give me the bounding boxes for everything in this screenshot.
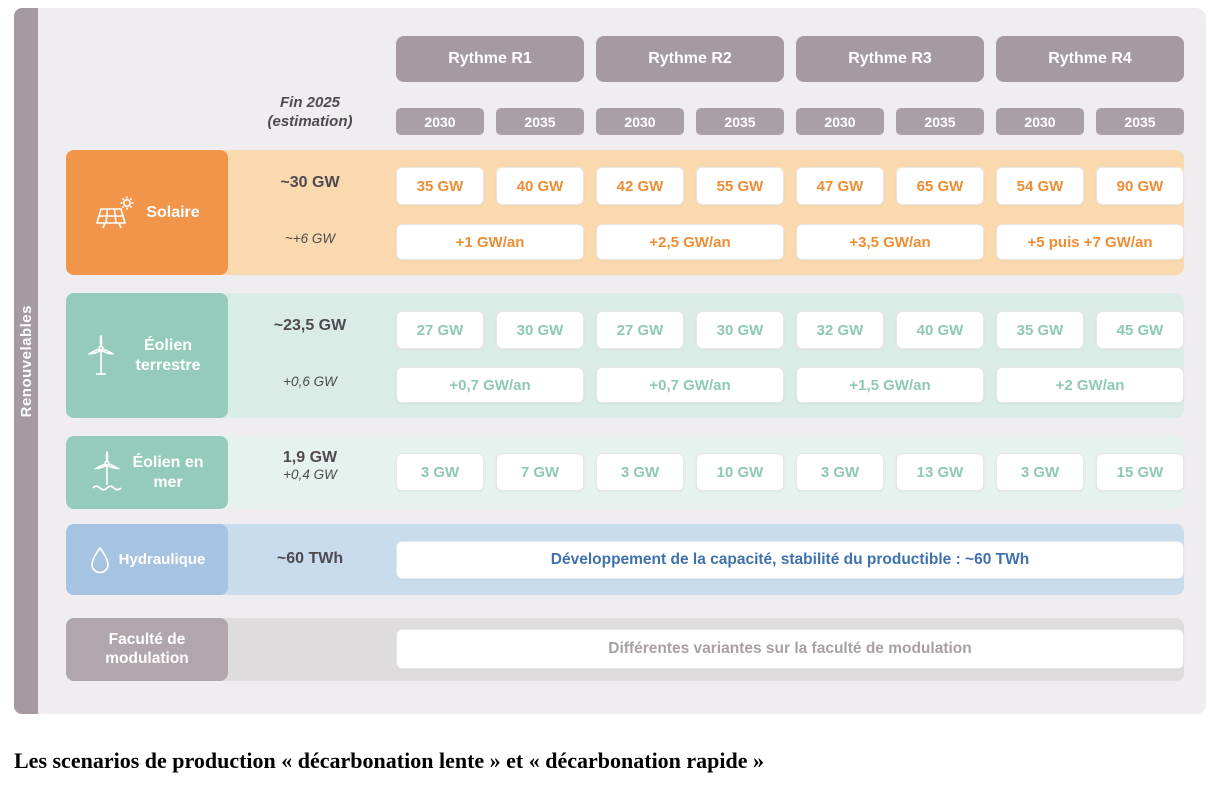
eolien-terrestre-r2-2030-value: 27 GW: [596, 311, 684, 349]
eolien-terrestre-row-label: Éolien terrestre: [66, 293, 228, 418]
fin-2025-header: Fin 2025 (estimation): [238, 94, 382, 132]
solaire-r3-2035-value: 65 GW: [896, 167, 984, 205]
year-header-2030: 2030: [396, 108, 484, 135]
modulation-row-label: Faculté de modulation: [66, 618, 228, 681]
solaire-r3-2030-value: 47 GW: [796, 167, 884, 205]
year-header-2030: 2030: [796, 108, 884, 135]
modulation-note: Différentes variantes sur la faculté de …: [396, 629, 1184, 669]
solaire-r1-rate: +1 GW/an: [396, 224, 584, 260]
eolien-terrestre-fin-2025-value: ~23,5 GW: [273, 317, 347, 334]
rythme-r2-header: Rythme R2: [596, 36, 784, 82]
year-header-2035: 2035: [1096, 108, 1184, 135]
solaire-label-text: Solaire: [146, 203, 200, 221]
eolien-mer-r2-2030-value: 3 GW: [596, 453, 684, 491]
eolien-mer-r2-2035-value: 10 GW: [696, 453, 784, 491]
eolien-mer-r4-2035-value: 15 GW: [1096, 453, 1184, 491]
offshore-wind-icon: [90, 450, 124, 495]
year-header-2035: 2035: [696, 108, 784, 135]
eolien-mer-label-text: Éolien en mer: [132, 454, 204, 491]
eolien-mer-r1-2030-value: 3 GW: [396, 453, 484, 491]
solar-panel-icon: [94, 195, 138, 231]
year-header-2035: 2035: [896, 108, 984, 135]
rythme-r3-header: Rythme R3: [796, 36, 984, 82]
fin-2025-line1: Fin 2025: [279, 94, 341, 111]
rythme-r4-header: Rythme R4: [996, 36, 1184, 82]
modulation-label-text: Faculté de modulation: [105, 630, 189, 667]
eolien-terrestre-r2-rate: +0,7 GW/an: [596, 367, 784, 403]
eolien-mer-r1-2035-value: 7 GW: [496, 453, 584, 491]
eolien-terrestre-r4-2030-value: 35 GW: [996, 311, 1084, 349]
eolien-terrestre-fin-2025-trend: +0,6 GW: [283, 374, 337, 389]
eolien-mer-fin-2025: 1,9 GW +0,4 GW: [238, 449, 382, 482]
eolien-terrestre-r2-2035-value: 30 GW: [696, 311, 784, 349]
solaire-r4-2030-value: 54 GW: [996, 167, 1084, 205]
eolien-mer-fin-2025-value: 1,9 GW: [282, 449, 338, 466]
year-header-2030: 2030: [596, 108, 684, 135]
eolien-mer-r3-2030-value: 3 GW: [796, 453, 884, 491]
solaire-r2-2030-value: 42 GW: [596, 167, 684, 205]
solaire-r1-2035-value: 40 GW: [496, 167, 584, 205]
rythme-r1-header: Rythme R1: [396, 36, 584, 82]
solaire-r2-rate: +2,5 GW/an: [596, 224, 784, 260]
wind-turbine-icon: [84, 334, 118, 378]
eolien-mer-row-label: Éolien en mer: [66, 436, 228, 509]
eolien-mer-r4-2030-value: 3 GW: [996, 453, 1084, 491]
sidebar-label: Renouvelables: [17, 304, 35, 418]
eolien-terrestre-r1-rate: +0,7 GW/an: [396, 367, 584, 403]
solaire-r3-rate: +3,5 GW/an: [796, 224, 984, 260]
solaire-r2-2035-value: 55 GW: [696, 167, 784, 205]
fin-2025-line2: (estimation): [267, 112, 353, 130]
solaire-fin-2025-value: ~30 GW: [280, 174, 340, 191]
eolien-terrestre-r3-rate: +1,5 GW/an: [796, 367, 984, 403]
water-drop-icon: [89, 545, 111, 575]
eolien-terrestre-r3-2030-value: 32 GW: [796, 311, 884, 349]
hydraulique-fin-2025-value: ~60 TWh: [276, 550, 344, 567]
eolien-mer-fin-2025-trend: +0,4 GW: [283, 467, 337, 482]
solaire-fin-2025-trend: ~+6 GW: [284, 231, 336, 246]
hydraulique-label-text: Hydraulique: [118, 550, 206, 568]
eolien-terrestre-r4-2035-value: 45 GW: [1096, 311, 1184, 349]
year-header-2035: 2035: [496, 108, 584, 135]
eolien-terrestre-r1-2030-value: 27 GW: [396, 311, 484, 349]
hydraulique-row-label: Hydraulique: [66, 524, 228, 595]
year-header-2030: 2030: [996, 108, 1084, 135]
eolien-mer-r3-2035-value: 13 GW: [896, 453, 984, 491]
renewables-sidebar: Renouvelables: [14, 8, 38, 714]
solaire-row-label: Solaire: [66, 150, 228, 275]
solaire-r4-rate: +5 puis +7 GW/an: [996, 224, 1184, 260]
eolien-terrestre-label-text: Éolien terrestre: [135, 337, 201, 374]
eolien-terrestre-r4-rate: +2 GW/an: [996, 367, 1184, 403]
eolien-terrestre-r1-2035-value: 30 GW: [496, 311, 584, 349]
figure-caption: Les scenarios de production « décarbonat…: [14, 748, 765, 773]
hydraulique-note: Développement de la capacité, stabilité …: [396, 541, 1184, 579]
solaire-r4-2035-value: 90 GW: [1096, 167, 1184, 205]
solaire-r1-2030-value: 35 GW: [396, 167, 484, 205]
eolien-terrestre-r3-2035-value: 40 GW: [896, 311, 984, 349]
